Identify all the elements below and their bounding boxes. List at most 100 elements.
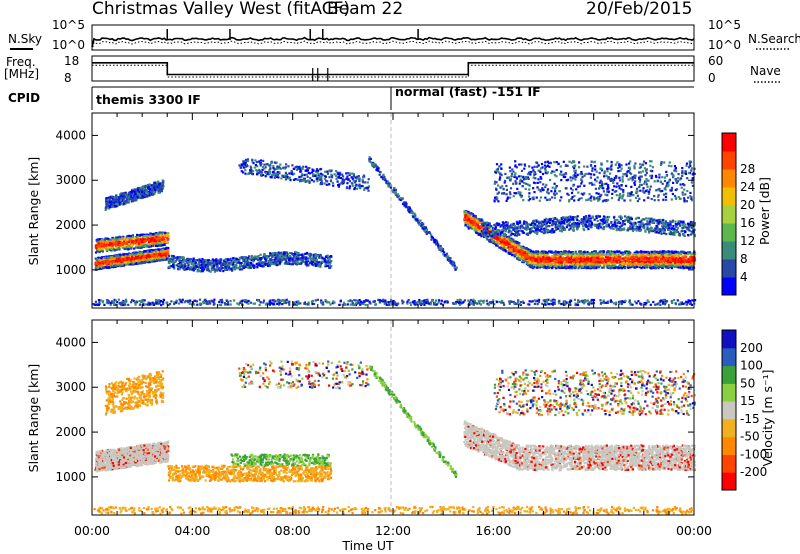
range-cell xyxy=(142,238,145,241)
range-cell xyxy=(123,196,126,199)
range-cell xyxy=(134,254,137,257)
range-cell xyxy=(107,262,110,266)
range-cell xyxy=(143,260,146,263)
range-cell xyxy=(408,207,411,210)
range-cell xyxy=(133,242,136,245)
range-cell xyxy=(256,255,259,259)
cpid-mode-2: normal (fast) -151 IF xyxy=(395,84,541,99)
range-cell xyxy=(450,260,453,263)
range-cell xyxy=(110,257,113,260)
range-cell xyxy=(129,234,132,238)
range-cell xyxy=(326,170,329,173)
range-cell xyxy=(206,259,209,262)
range-cell xyxy=(351,177,354,180)
range-cell xyxy=(127,200,130,203)
range-cell xyxy=(199,269,202,272)
range-cell xyxy=(239,165,242,168)
range-cell xyxy=(271,262,274,265)
range-cell xyxy=(170,259,173,262)
range-cell xyxy=(165,246,168,250)
range-cell xyxy=(311,263,314,266)
range-cell xyxy=(307,179,310,182)
range-cell xyxy=(130,244,134,247)
range-cell xyxy=(130,191,133,194)
range-cell xyxy=(144,256,147,259)
range-cell xyxy=(154,244,157,247)
range-cell xyxy=(121,243,124,246)
range-cell xyxy=(122,240,125,243)
range-cell xyxy=(224,262,228,265)
beam-label: Beam 22 xyxy=(327,0,403,19)
range-cell xyxy=(339,176,342,180)
freq-left-tick-top: 18 xyxy=(64,54,79,68)
range-cell xyxy=(136,236,139,239)
range-cell xyxy=(453,264,456,267)
range-cell xyxy=(107,266,110,269)
range-cell xyxy=(225,268,229,271)
range-cell xyxy=(316,180,319,183)
range-cell xyxy=(358,186,361,189)
range-cell xyxy=(152,233,155,236)
range-cell xyxy=(255,168,258,172)
range-cell xyxy=(202,262,205,265)
range-cell xyxy=(114,265,117,268)
range-cell xyxy=(325,183,328,186)
range-cell xyxy=(316,169,319,172)
range-cell xyxy=(101,260,104,263)
range-cell xyxy=(125,246,128,249)
range-cell xyxy=(423,225,426,228)
range-cell xyxy=(159,255,163,258)
range-cell xyxy=(263,253,266,256)
range-cell xyxy=(241,257,244,260)
range-cell xyxy=(164,232,167,235)
range-cell xyxy=(240,268,244,271)
range-cell xyxy=(107,241,110,244)
range-cell xyxy=(309,177,312,180)
range-cell xyxy=(135,253,138,256)
range-cell xyxy=(139,261,142,264)
range-cell xyxy=(189,258,192,261)
range-cell xyxy=(113,256,116,259)
range-cell xyxy=(196,263,199,266)
range-cell xyxy=(160,248,163,251)
range-cell xyxy=(287,165,290,168)
range-cell xyxy=(275,167,278,170)
range-cell xyxy=(348,180,352,183)
range-cell xyxy=(397,193,400,196)
range-cell xyxy=(94,251,98,254)
range-cell xyxy=(147,242,150,245)
range-cell xyxy=(157,238,160,241)
range-cell xyxy=(300,253,303,257)
range-cell xyxy=(363,188,366,191)
range-cell xyxy=(135,244,138,247)
range-cell xyxy=(115,255,118,258)
range-cell xyxy=(118,244,121,247)
range-cell xyxy=(144,237,147,240)
range-cell xyxy=(324,170,327,173)
range-cell xyxy=(204,263,207,267)
freq-left-tick-bottom: 8 xyxy=(64,71,72,85)
range-cell xyxy=(332,184,335,187)
range-cell xyxy=(154,184,157,187)
range-cell xyxy=(126,262,130,265)
range-cell xyxy=(158,255,161,258)
range-cell xyxy=(293,172,296,175)
range-cell xyxy=(105,245,109,248)
range-cell xyxy=(162,236,165,240)
range-cell xyxy=(362,181,365,184)
range-cell xyxy=(289,178,292,182)
range-cell xyxy=(104,261,107,264)
range-cell xyxy=(274,174,277,177)
freq-series xyxy=(92,62,694,76)
range-cell xyxy=(100,257,103,260)
range-cell xyxy=(236,260,239,263)
noise-left-tick-top: 10^5 xyxy=(52,18,85,32)
range-cell xyxy=(181,261,184,264)
range-cell xyxy=(141,233,144,236)
range-cell xyxy=(121,246,124,249)
range-cell xyxy=(124,242,127,245)
range-cell xyxy=(301,260,304,263)
range-cell xyxy=(319,183,322,186)
range-cell xyxy=(124,238,127,241)
range-cell xyxy=(105,248,108,252)
